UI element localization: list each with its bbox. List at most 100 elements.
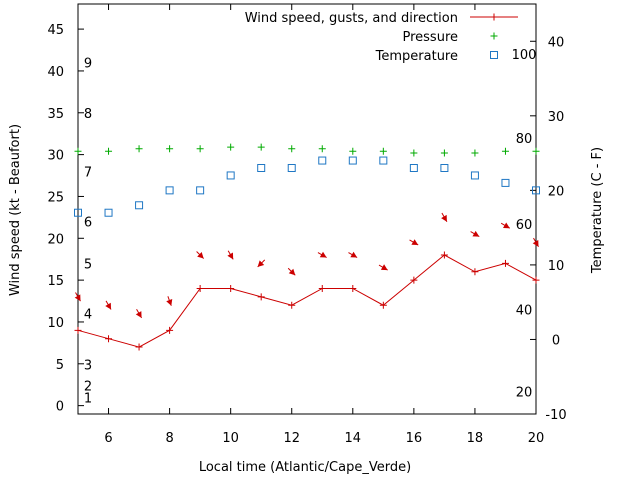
wind-speed-point [257,293,265,301]
wind-speed-point [471,268,479,276]
beaufort-label: 2 [84,380,92,395]
pressure-point [135,145,143,153]
legend-swatch-marker [490,51,498,59]
pressure-point [501,147,509,155]
y-axis-title: Wind speed (kt - Beaufort) [8,124,23,296]
wind-speed-point [135,343,143,351]
beaufort-label: 9 [84,57,92,72]
x-tick-label: 20 [528,431,545,446]
wind-speed-point [318,284,326,292]
gust-arrow-head [288,268,296,276]
gust-arrow-head [166,299,173,306]
legend-swatch-marker [490,13,498,21]
y-tick-label: 45 [47,23,64,38]
legend-label: Pressure [402,30,458,45]
pressure-point [74,147,82,155]
wind-speed-point [440,251,448,259]
fahrenheit-label: 40 [516,304,533,319]
fahrenheit-label: 20 [516,386,533,401]
beaufort-label: 4 [84,308,92,323]
wind-speed-point [379,301,387,309]
fahrenheit-label: 80 [516,132,533,147]
pressure-point [318,145,326,153]
gust-arrow-head [197,252,204,259]
pressure-point [105,147,113,155]
y-tick-label: 40 [47,65,64,80]
y2-axis-title: Temperature (C - F) [590,147,605,274]
pressure-point [257,143,265,151]
beaufort-label: 3 [84,359,92,374]
temperature-point [104,208,113,217]
temperature-point [257,164,266,172]
wind-speed-point [532,276,540,284]
x-tick-label: 14 [345,431,362,446]
temperature-point [196,186,205,195]
temperature-point [409,164,418,172]
legend-label: Wind speed, gusts, and direction [245,11,458,26]
beaufort-label: 8 [84,107,92,122]
x-tick-label: 12 [283,431,300,446]
temperature-point [318,156,327,165]
gust-arrow-head [472,230,480,237]
y-tick-label: 5 [56,358,64,373]
x-tick-label: 18 [467,431,484,446]
temperature-point [470,171,479,180]
wind-speed-point [288,301,296,309]
pressure-point [288,145,296,153]
beaufort-label: 6 [84,216,92,231]
legend-label: Temperature [375,49,458,64]
y-tick-label: 35 [47,107,64,122]
temperature-point [501,178,510,187]
wind-speed-line [77,254,537,348]
pressure-point [440,149,448,157]
wind-speed-point [410,276,418,284]
wind-speed-point [166,326,174,334]
temperature-point [532,186,540,195]
beaufort-label: 7 [84,165,92,180]
x-tick-label: 16 [406,431,423,446]
pressure-point [379,147,387,155]
y2-tick-label: 20 [548,184,565,199]
y-tick-label: 20 [47,232,64,247]
gust-arrow-head [74,294,81,302]
wind-speed-point [105,335,113,343]
legend-swatch-marker [490,32,498,40]
y2-tick-label: 40 [548,35,565,50]
beaufort-label: 5 [84,257,92,272]
gust-arrow-head [227,252,234,260]
y-tick-label: 25 [47,190,64,205]
gust-arrow-head [503,222,510,229]
y2-tick-label: -10 [545,408,566,423]
y-tick-label: 30 [47,149,64,164]
pressure-point [410,149,418,157]
temperature-point [74,208,82,217]
gust-arrow-head [135,311,142,318]
gust-arrow-head [319,251,327,258]
gust-arrow-head [411,239,419,245]
gust-arrow-head [532,240,539,247]
y2-tick-label: 0 [552,333,560,348]
y-tick-label: 0 [56,400,64,415]
wind-speed-point [227,284,235,292]
temperature-point [226,171,235,180]
wind-speed-point [196,284,204,292]
fahrenheit-label: 60 [516,218,533,233]
wind-speed-point [501,259,509,267]
wind-speed-point [349,284,357,292]
pressure-point [227,143,235,151]
wind-speed-point [74,326,82,334]
plot-elements: 6 8 10 12 14 16 18 20051015202530354045-1001020… [47,3,567,446]
gust-arrow-head [257,260,265,267]
y-tick-label: 10 [47,316,64,331]
temperature-point [165,186,174,195]
pressure-point [349,147,357,155]
y-tick-label: 15 [47,274,64,289]
temperature-point [379,156,388,165]
pressure-point [471,149,479,157]
x-tick-label: 6 [104,431,112,446]
temperature-point [440,164,449,172]
x-tick-label: 8 [165,431,173,446]
fahrenheit-label: 100 [512,48,537,63]
